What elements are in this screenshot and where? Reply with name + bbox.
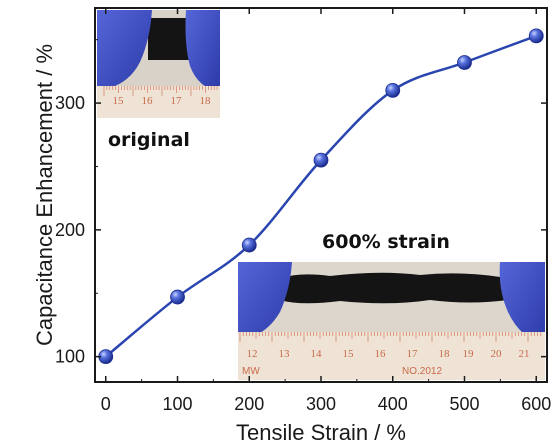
ruler-number-20: 20 bbox=[491, 348, 503, 360]
inset-strained-right-glove bbox=[499, 262, 545, 345]
inset-original-ruler-ticks bbox=[103, 86, 218, 96]
y-tick-label-200: 200 bbox=[55, 220, 85, 240]
ruler-number-19: 19 bbox=[463, 348, 475, 360]
y-axis-label: Capacitance Enhancement / % bbox=[32, 44, 57, 346]
data-point-600 bbox=[528, 28, 544, 44]
ruler-number-18s: 18 bbox=[439, 348, 451, 360]
inset-original-right-glove bbox=[185, 10, 220, 92]
x-axis-ticks: 0 100 200 300 400 500 600 bbox=[101, 8, 551, 414]
data-point-100 bbox=[170, 289, 185, 305]
ruler-number-16s: 16 bbox=[375, 348, 387, 360]
data-point-200 bbox=[241, 237, 257, 253]
ruler-number-17: 17 bbox=[171, 95, 183, 107]
ruler-number-15: 15 bbox=[113, 95, 125, 107]
data-point-400 bbox=[385, 83, 401, 98]
ruler-number-15s: 15 bbox=[343, 348, 355, 360]
inset-strained-ruler-ticks bbox=[239, 332, 542, 342]
marker-layer bbox=[98, 28, 544, 365]
ruler-text-right: NO.2012 bbox=[402, 366, 442, 377]
inset-strained-caption: 600% strain bbox=[322, 231, 450, 253]
x-tick-label-400: 400 bbox=[378, 394, 408, 414]
inset-strained-left-glove bbox=[238, 262, 292, 340]
y-tick-label-100: 100 bbox=[55, 347, 85, 367]
y-axis-ticks: 100 200 300 bbox=[55, 39, 547, 367]
inset-strained: 12 13 14 15 16 17 18 19 20 21 MW NO.2012 bbox=[238, 262, 545, 380]
data-point-300 bbox=[313, 152, 329, 168]
x-tick-label-500: 500 bbox=[449, 394, 479, 414]
y-tick-label-300: 300 bbox=[55, 93, 85, 113]
inset-original-left-glove bbox=[97, 10, 152, 90]
ruler-number-14: 14 bbox=[311, 348, 323, 360]
data-point-500 bbox=[457, 55, 472, 70]
x-axis-label: Tensile Strain / % bbox=[236, 420, 406, 445]
inset-strained-fabric bbox=[280, 272, 508, 304]
inset-original-caption: original bbox=[108, 129, 190, 151]
inset-original-ruler bbox=[97, 86, 220, 118]
inset-original: 15 16 17 18 bbox=[97, 10, 220, 118]
ruler-number-18: 18 bbox=[200, 95, 212, 107]
x-tick-label-600: 600 bbox=[521, 394, 551, 414]
ruler-number-21: 21 bbox=[519, 348, 530, 360]
x-tick-label-100: 100 bbox=[162, 394, 192, 414]
ruler-number-13: 13 bbox=[279, 348, 291, 360]
ruler-number-17s: 17 bbox=[407, 348, 419, 360]
x-tick-label-200: 200 bbox=[234, 394, 264, 414]
inset-original-fabric bbox=[148, 18, 190, 60]
ruler-text-left: MW bbox=[242, 366, 260, 377]
x-tick-label-300: 300 bbox=[306, 394, 336, 414]
ruler-number-12: 12 bbox=[247, 348, 258, 360]
x-tick-label-0: 0 bbox=[101, 394, 111, 414]
ruler-number-16: 16 bbox=[142, 95, 154, 107]
inset-strained-ruler bbox=[238, 332, 545, 380]
